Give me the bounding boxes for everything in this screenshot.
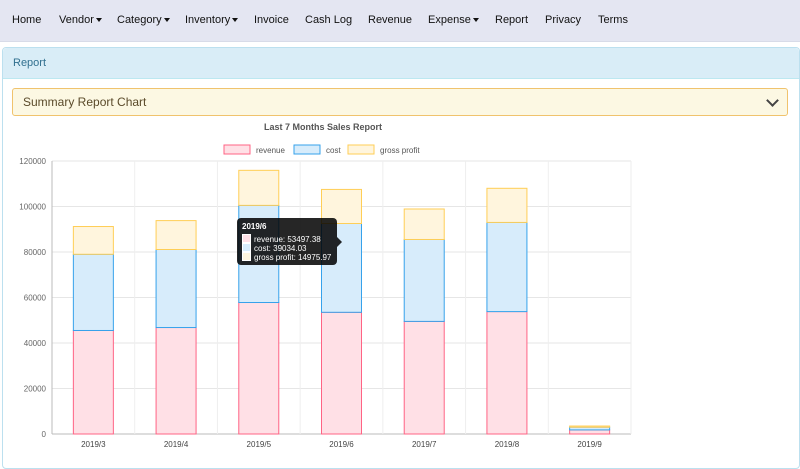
y-tick-label: 40000 bbox=[24, 339, 47, 348]
bar-revenue-2019-9 bbox=[569, 429, 611, 435]
tooltip-text-gross-profit: gross profit: 14975.97 bbox=[254, 253, 332, 262]
caret-down-icon bbox=[472, 18, 479, 22]
bar-gross-profit-2019-6 bbox=[321, 188, 362, 224]
accordion-title: Summary Report Chart bbox=[23, 95, 147, 109]
chart-tooltip: 2019/6 revenue: 53497.38 cost: 39034.03 … bbox=[237, 218, 342, 265]
tooltip-text-cost: cost: 39034.03 bbox=[254, 244, 307, 253]
nav-report-label: Report bbox=[495, 14, 529, 26]
y-tick-label: 80000 bbox=[24, 248, 47, 257]
tooltip-row-revenue: revenue: 53497.38 bbox=[242, 234, 321, 244]
x-tick-label: 2019/9 bbox=[577, 440, 602, 449]
y-tick-label: 60000 bbox=[24, 294, 47, 303]
nav-expense-label: Expense bbox=[428, 14, 471, 26]
summary-report-accordion[interactable]: Summary Report Chart bbox=[12, 88, 788, 116]
nav-cash-log[interactable]: Cash Log bbox=[305, 0, 352, 41]
y-tick-label: 120000 bbox=[19, 157, 46, 166]
nav-inventory[interactable]: Inventory bbox=[185, 0, 239, 41]
tooltip-swatch-cost bbox=[242, 243, 251, 252]
nav-privacy[interactable]: Privacy bbox=[545, 0, 581, 41]
tooltip-row-gross-profit: gross profit: 14975.97 bbox=[242, 252, 332, 262]
nav-vendor[interactable]: Vendor bbox=[59, 0, 102, 41]
caret-down-icon bbox=[95, 18, 102, 22]
tooltip-arrow bbox=[337, 237, 342, 247]
panel-title: Report bbox=[13, 57, 47, 69]
legend-swatch-revenue bbox=[223, 144, 251, 155]
legend-swatch-gross-profit bbox=[347, 144, 375, 155]
x-tick-label: 2019/6 bbox=[329, 440, 354, 449]
y-tick-label: 20000 bbox=[24, 385, 47, 394]
tooltip-title: 2019/6 bbox=[242, 222, 267, 231]
caret-down-icon bbox=[163, 18, 170, 22]
tooltip-text-revenue: revenue: 53497.38 bbox=[254, 235, 321, 244]
bar-cost-2019-4 bbox=[155, 248, 197, 329]
x-tick-label: 2019/3 bbox=[81, 440, 106, 449]
nav-expense[interactable]: Expense bbox=[428, 0, 479, 41]
nav-home[interactable]: Home bbox=[12, 0, 41, 41]
nav-report[interactable]: Report bbox=[495, 0, 528, 41]
nav-terms[interactable]: Terms bbox=[598, 0, 628, 41]
nav-revenue-label: Revenue bbox=[368, 14, 413, 26]
tooltip-swatch-revenue bbox=[242, 234, 251, 243]
x-tick-label: 2019/5 bbox=[247, 440, 272, 449]
bar-gross-profit-2019-8 bbox=[486, 187, 528, 223]
nav-category[interactable]: Category bbox=[117, 0, 170, 41]
bar-revenue-2019-4 bbox=[155, 327, 197, 435]
bar-cost-2019-7 bbox=[403, 238, 445, 322]
y-tick-label: 0 bbox=[42, 430, 47, 439]
bar-gross-profit-2019-3 bbox=[72, 226, 114, 255]
bar-gross-profit-2019-7 bbox=[403, 208, 445, 240]
bar-gross-profit-2019-5 bbox=[238, 169, 280, 206]
x-tick-label: 2019/4 bbox=[164, 440, 189, 449]
nav-privacy-label: Privacy bbox=[545, 14, 582, 26]
nav-cash-log-label: Cash Log bbox=[305, 14, 353, 26]
bar-gross-profit-2019-4 bbox=[155, 220, 197, 250]
bar-cost-2019-8 bbox=[486, 221, 528, 313]
panel-heading: Report bbox=[3, 48, 799, 79]
legend-label-cost: cost bbox=[326, 146, 341, 155]
nav-category-label: Category bbox=[117, 14, 162, 26]
nav-vendor-label: Vendor bbox=[59, 14, 94, 26]
tooltip-swatch-gross-profit bbox=[242, 252, 251, 261]
tooltip-row-cost: cost: 39034.03 bbox=[242, 243, 307, 253]
nav-home-label: Home bbox=[12, 14, 42, 26]
bar-revenue-2019-7 bbox=[403, 320, 445, 435]
chart-title: Last 7 Months Sales Report bbox=[264, 122, 382, 132]
nav-revenue[interactable]: Revenue bbox=[368, 0, 412, 41]
legend-swatch-cost bbox=[293, 144, 321, 155]
y-tick-label: 100000 bbox=[19, 203, 46, 212]
caret-down-icon bbox=[232, 18, 239, 22]
top-navbar: Home Vendor Category Inventory Invoice Cash L… bbox=[0, 0, 800, 42]
bar-revenue-2019-6 bbox=[321, 311, 362, 435]
bar-revenue-2019-8 bbox=[486, 311, 528, 435]
nav-inventory-label: Inventory bbox=[185, 14, 231, 26]
x-tick-label: 2019/7 bbox=[412, 440, 437, 449]
bar-revenue-2019-5 bbox=[238, 302, 280, 435]
legend-label-revenue: revenue bbox=[256, 146, 285, 155]
nav-invoice[interactable]: Invoice bbox=[254, 0, 289, 41]
bar-revenue-2019-3 bbox=[72, 329, 114, 435]
nav-invoice-label: Invoice bbox=[254, 14, 289, 26]
nav-terms-label: Terms bbox=[598, 14, 628, 26]
x-tick-label: 2019/8 bbox=[495, 440, 520, 449]
legend-label-gross-profit: gross profit bbox=[380, 146, 420, 155]
bar-gross-profit-2019-9 bbox=[569, 425, 611, 428]
bar-cost-2019-3 bbox=[72, 253, 114, 331]
sales-report-chart: 0 20000 40000 60000 80000 100000 120000 2019/3 2… bbox=[19, 122, 632, 449]
